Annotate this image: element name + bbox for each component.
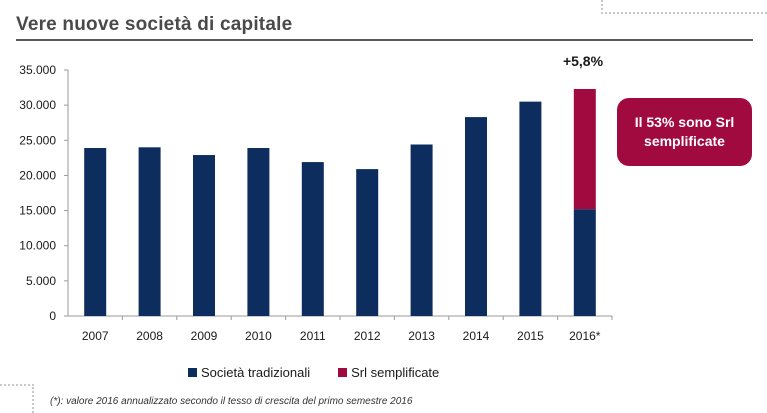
page-title: Vere nuove società di capitale [16, 14, 293, 35]
y-tick-label: 30.000 [19, 98, 56, 112]
x-tick-label: 2008 [136, 329, 163, 343]
legend-label-tradizionali: Società tradizionali [201, 365, 311, 380]
legend-item-tradizionali: Società tradizionali [188, 365, 310, 380]
bar-tradizionali [247, 148, 270, 316]
legend-swatch-tradizionali [188, 368, 197, 377]
legend-swatch-semplificate [338, 368, 348, 377]
x-tick-label: 2015 [517, 329, 544, 343]
callout-box: Il 53% sono Srl semplificate [617, 98, 752, 166]
x-tick-label: 2011 [300, 329, 326, 343]
x-tick-label: 2012 [354, 329, 381, 343]
y-tick-label: 0 [49, 309, 56, 323]
y-tick-label: 5.000 [26, 274, 56, 288]
y-tick-label: 35.000 [19, 63, 56, 77]
bar-tradizionali [410, 144, 433, 316]
bar-tradizionali [465, 117, 487, 316]
bar-tradizionali [519, 101, 542, 316]
decorative-dotted-corner-bottom [0, 384, 34, 413]
y-tick-label: 20.000 [19, 168, 56, 182]
x-tick-label: 2007 [82, 329, 109, 343]
x-tick-label: 2014 [463, 329, 490, 343]
bar-semplificate [573, 88, 596, 210]
legend-label-semplificate: Srl semplificate [351, 365, 440, 380]
x-tick-label: 2016* [569, 329, 601, 343]
bar-tradizionali [573, 209, 596, 316]
growth-annotation: +5,8% [562, 53, 604, 69]
x-tick-label: 2009 [191, 329, 218, 343]
bar-tradizionali [138, 147, 161, 316]
y-tick-label: 10.000 [19, 239, 56, 253]
bar-tradizionali [356, 169, 379, 316]
title-underline [16, 39, 753, 41]
y-tick-label: 25.000 [19, 133, 56, 147]
legend-item-semplificate: Srl semplificate [338, 365, 439, 380]
y-tick-label: 15.000 [19, 204, 56, 218]
chart-legend: Società tradizionali Srl semplificate [188, 365, 467, 380]
decorative-dotted-corner-top [601, 0, 767, 14]
x-tick-label: 2010 [245, 329, 272, 343]
x-tick-label: 2013 [408, 329, 435, 343]
bar-tradizionali [301, 162, 324, 316]
footnote: (*): valore 2016 annualizzato secondo il… [50, 396, 413, 407]
bar-tradizionali [84, 148, 107, 316]
bar-tradizionali [193, 155, 215, 316]
